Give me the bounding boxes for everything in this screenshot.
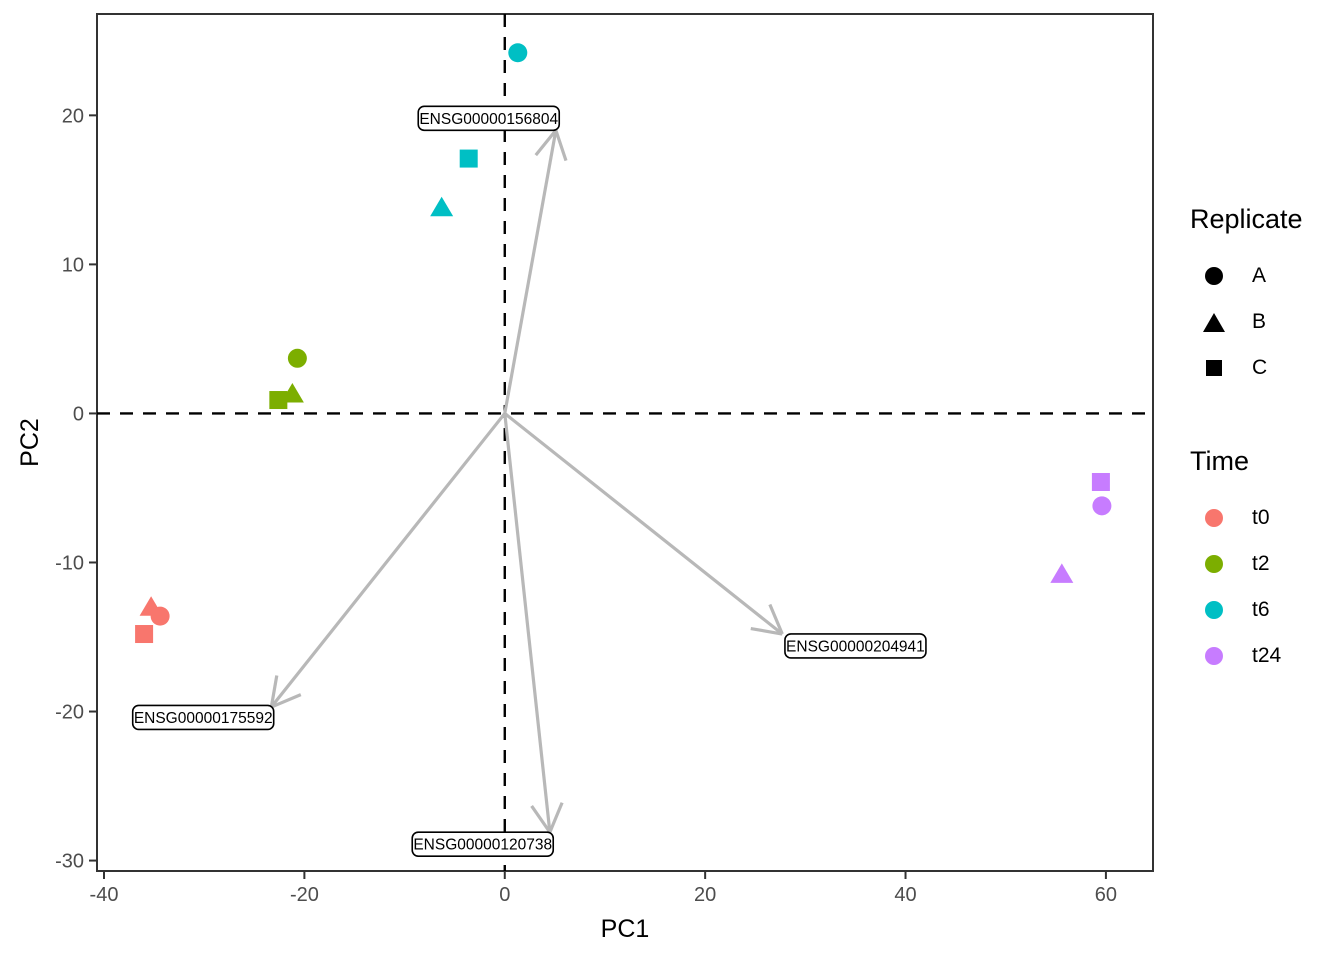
legend-item-replicate-c: C: [1188, 345, 1303, 391]
gene-label: ENSG00000204941: [786, 638, 925, 655]
gene-label-box: [411, 831, 555, 857]
legend-label: t24: [1252, 644, 1282, 667]
legend-item-t0: t0: [1188, 495, 1281, 541]
swatch-cell: [1188, 555, 1240, 573]
time-t0-color-icon: [1205, 509, 1223, 527]
legend-label: t0: [1252, 506, 1270, 529]
swatch-cell: [1188, 312, 1240, 332]
data-point-t2-A: [287, 348, 307, 368]
swatch-cell: [1188, 360, 1240, 376]
data-point-t2-C: [269, 391, 288, 410]
loading-arrowhead: [534, 129, 558, 157]
legend-label: t6: [1252, 598, 1270, 621]
data-point-t6-A: [508, 43, 528, 63]
swatch-cell: [1188, 647, 1240, 665]
x-tick-label: -20: [290, 884, 319, 906]
legend-label: t2: [1252, 552, 1270, 575]
loading-arrowhead: [548, 802, 564, 833]
legend-item-replicate-a: A: [1188, 253, 1303, 299]
legend-item-replicate-b: B: [1188, 299, 1303, 345]
replicate-circle-icon: [1205, 267, 1223, 285]
legend-item-t6: t6: [1188, 587, 1281, 633]
legend-label: A: [1252, 264, 1267, 287]
x-tick-label: 0: [499, 884, 510, 906]
loading-arrowhead: [768, 603, 784, 635]
data-point-t24-C: [1091, 472, 1110, 491]
loading-arrowhead: [554, 129, 568, 162]
loading-arrow: [270, 412, 507, 709]
y-tick-label: 0: [73, 403, 84, 425]
gene-label-box: [417, 105, 561, 132]
swatch-cell: [1188, 267, 1240, 285]
data-point-t24-A: [1092, 496, 1112, 516]
y-tick-label: -10: [55, 552, 84, 574]
legend-item-t2: t2: [1188, 541, 1281, 587]
y-axis-title: PC2: [15, 418, 44, 467]
data-point-t6-B: [430, 196, 454, 217]
loading-arrowhead: [270, 693, 302, 709]
legend-time: Time t0 t2 t6 t24: [1188, 446, 1281, 679]
x-tick-label: -40: [90, 884, 119, 906]
legend-replicate-title: Replicate: [1190, 204, 1303, 234]
replicate-triangle-icon: [1203, 312, 1225, 332]
y-tick-label: -20: [55, 702, 84, 724]
data-point-t24-B: [1050, 563, 1074, 583]
loading-arrowhead: [530, 805, 552, 834]
x-axis-title: PC1: [600, 915, 650, 943]
gene-label-box: [784, 633, 927, 659]
legend-time-title: Time: [1190, 446, 1249, 476]
data-point-t6-C: [459, 149, 478, 168]
x-tick-label: 40: [894, 884, 916, 906]
gene-label: ENSG00000120738: [413, 837, 552, 854]
legend-label: B: [1252, 310, 1267, 333]
x-tick-label: 60: [1095, 884, 1117, 906]
data-point-t0-B: [139, 596, 163, 616]
time-t6-color-icon: [1205, 601, 1223, 619]
y-tick-label: 10: [62, 254, 84, 276]
legend-label: C: [1252, 356, 1268, 379]
swatch-cell: [1188, 509, 1240, 527]
loading-arrowhead: [750, 626, 783, 636]
replicate-square-icon: [1206, 360, 1222, 376]
legend-item-t24: t24: [1188, 633, 1281, 679]
loading-arrowhead: [269, 675, 279, 708]
gene-label: ENSG00000156804: [419, 111, 558, 128]
gene-label-box: [131, 704, 275, 731]
gene-label: ENSG00000175592: [134, 710, 273, 727]
time-t2-color-icon: [1205, 555, 1223, 573]
loading-arrow: [503, 412, 784, 636]
y-tick-label: 20: [62, 105, 84, 127]
data-point-t0-C: [135, 625, 154, 644]
panel-border: [96, 13, 1154, 872]
loading-arrow: [503, 413, 552, 833]
swatch-cell: [1188, 601, 1240, 619]
y-tick-label: -30: [55, 851, 84, 873]
time-t24-color-icon: [1205, 647, 1223, 665]
x-tick-label: 20: [694, 884, 716, 906]
legend-replicate: Replicate A B C: [1188, 204, 1303, 391]
loading-arrow: [503, 129, 558, 414]
